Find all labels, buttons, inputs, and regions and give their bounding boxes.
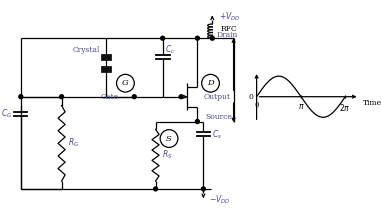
Text: 0: 0 bbox=[248, 93, 253, 101]
Text: 0: 0 bbox=[255, 101, 259, 109]
Circle shape bbox=[161, 36, 165, 40]
Circle shape bbox=[154, 187, 157, 191]
Text: G: G bbox=[122, 79, 129, 87]
Text: $+V_{DD}$: $+V_{DD}$ bbox=[219, 11, 240, 23]
Text: Crystal: Crystal bbox=[73, 46, 100, 53]
Text: $R_G$: $R_G$ bbox=[68, 137, 79, 149]
Text: D: D bbox=[207, 79, 214, 87]
Circle shape bbox=[202, 187, 205, 191]
Circle shape bbox=[19, 95, 23, 99]
Circle shape bbox=[132, 95, 136, 99]
Circle shape bbox=[60, 95, 64, 99]
Circle shape bbox=[210, 36, 214, 40]
Text: $C_G$: $C_G$ bbox=[1, 108, 12, 120]
Circle shape bbox=[179, 95, 183, 99]
Text: $R_S$: $R_S$ bbox=[162, 149, 173, 161]
Circle shape bbox=[195, 36, 199, 40]
Text: Drain: Drain bbox=[216, 31, 238, 39]
Text: RFC: RFC bbox=[220, 25, 237, 33]
Text: $-V_{DD}$: $-V_{DD}$ bbox=[209, 193, 231, 206]
Text: Gate: Gate bbox=[100, 93, 118, 101]
Text: $C_s$: $C_s$ bbox=[212, 128, 222, 141]
Text: Time: Time bbox=[363, 99, 381, 107]
Text: Output: Output bbox=[204, 93, 231, 101]
Text: $\pi$: $\pi$ bbox=[298, 102, 304, 111]
Bar bbox=[101, 66, 110, 72]
Text: Source: Source bbox=[205, 113, 232, 121]
Circle shape bbox=[195, 119, 199, 124]
Bar bbox=[101, 54, 110, 60]
Text: $C_c$: $C_c$ bbox=[165, 43, 176, 56]
Text: $2\pi$: $2\pi$ bbox=[339, 102, 351, 113]
Text: S: S bbox=[166, 135, 172, 142]
